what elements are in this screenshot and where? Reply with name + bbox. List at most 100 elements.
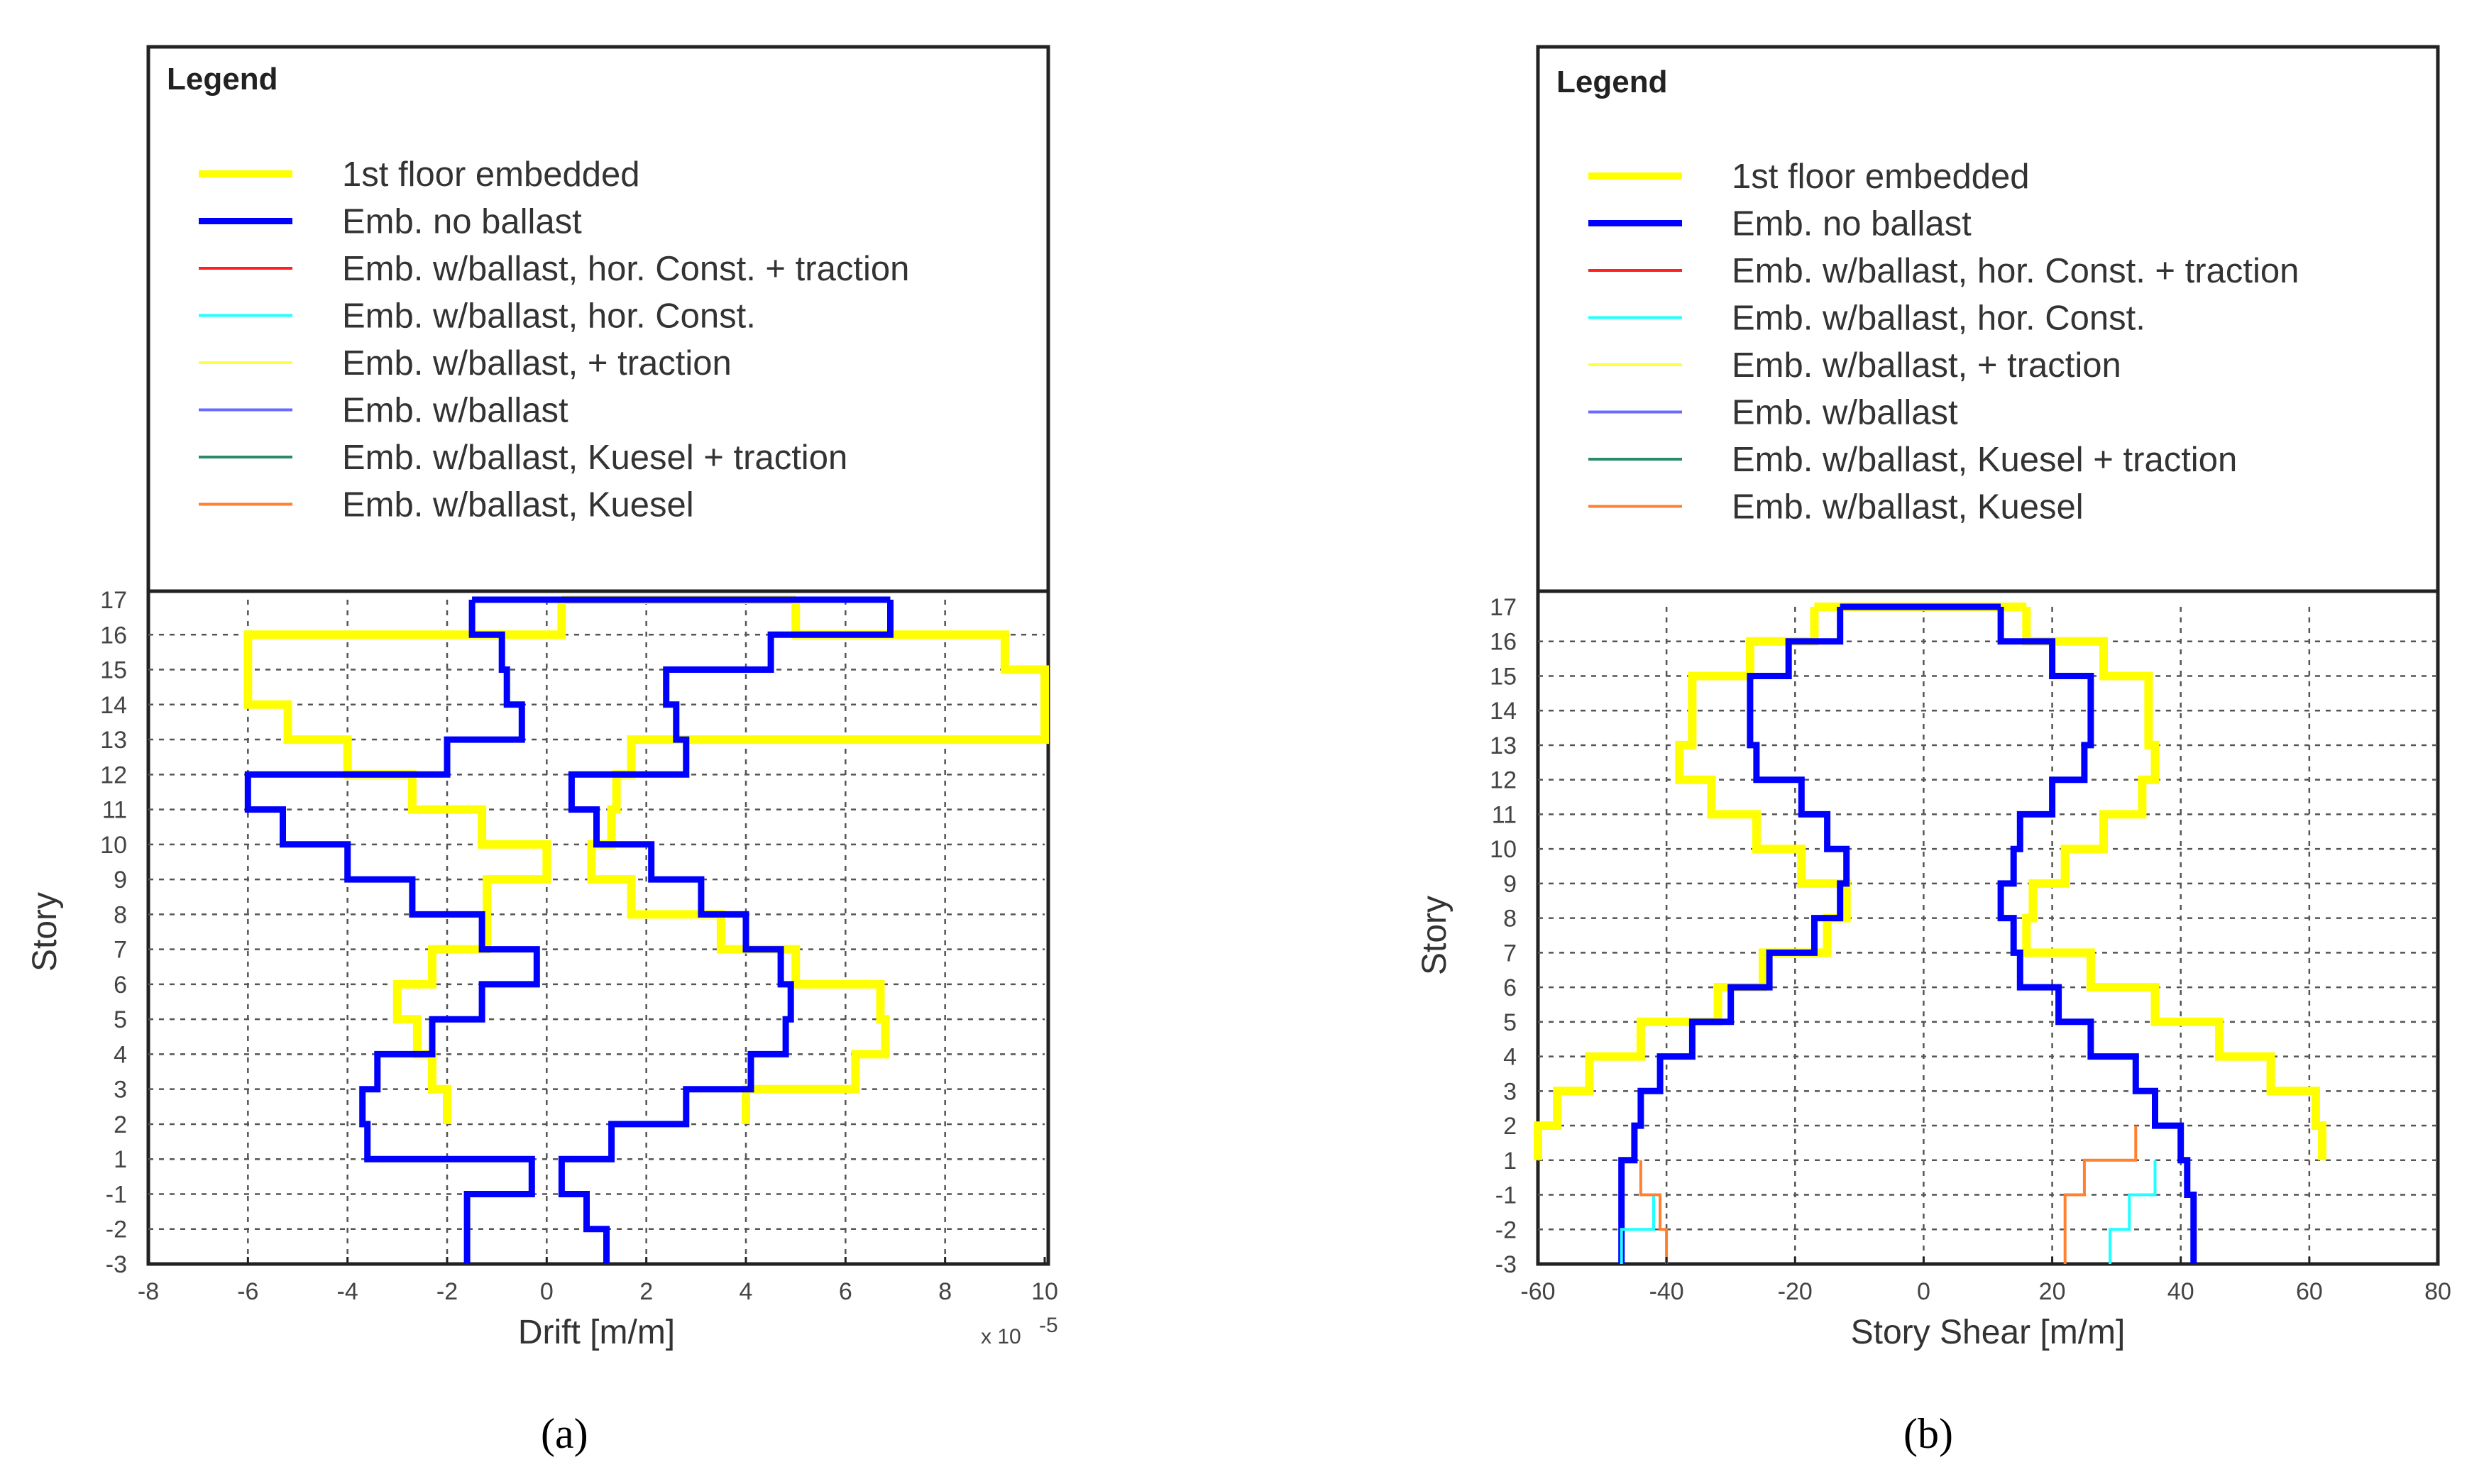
series-emb-max (2063, 1126, 2138, 1264)
plot-b: -60 -40 -20 0 20 40 60 80-3-2-11234567891011121… (1416, 594, 2451, 1351)
y-tick-label: 4 (114, 1041, 127, 1068)
legend-label: Emb. no ballast (1732, 205, 1972, 243)
series-emb-min (1639, 1160, 1669, 1264)
x-tick-label: 20 (2039, 1278, 2066, 1305)
legend-label: Emb. w/ballast, Kuesel (1732, 488, 2084, 527)
y-tick-label: -3 (106, 1251, 127, 1278)
legend-title: Legend (167, 62, 277, 97)
legend-label: Emb. w/ballast, + traction (1732, 346, 2121, 385)
y-tick-label: 16 (100, 622, 127, 649)
series-emb-min (1618, 607, 1850, 1264)
y-tick-label: 8 (114, 901, 127, 928)
y-tick-label: 9 (114, 867, 127, 894)
y-tick-label: 10 (100, 832, 127, 859)
series-emb-min (1620, 1194, 1655, 1264)
x-tick-label: 6 (839, 1278, 852, 1305)
y-tick-label: 8 (1503, 906, 1517, 933)
legend-label: Emb. w/ballast (342, 392, 568, 430)
legend-label: 1st floor embedded (1732, 158, 2030, 196)
panel-b: Legend 1st floor embedded Emb. no ballast… (1416, 45, 2451, 1351)
x-exponent-label: x 10 (981, 1325, 1021, 1348)
y-tick-label: -1 (1495, 1182, 1517, 1209)
series-emb-max (1997, 607, 2197, 1264)
x-tick-label: -6 (237, 1278, 258, 1305)
legend-label: Emb. w/ballast, Kuesel + traction (1732, 441, 2237, 479)
legend-label: Emb. w/ballast, hor. Const. (1732, 299, 2145, 338)
x-tick-label: -40 (1649, 1278, 1684, 1305)
y-tick-label: 7 (114, 937, 127, 964)
y-tick-label: 11 (1492, 801, 1517, 828)
legend-label: Emb. w/ballast, hor. Const. (342, 297, 756, 336)
y-tick-label: 12 (100, 762, 127, 788)
series-emb-max (2109, 1160, 2157, 1264)
x-tick-label: -4 (337, 1278, 358, 1305)
y-tick-label: -2 (1495, 1216, 1517, 1243)
legend-label: 1st floor embedded (342, 155, 640, 194)
legend-title: Legend (1556, 65, 1667, 99)
y-tick-label: 3 (114, 1077, 127, 1104)
x-tick-labels: -60 -40 -20 0 20 40 60 80 (1520, 1257, 2451, 1305)
x-tick-label: 2 (639, 1278, 653, 1305)
series-first-floor-embedded-min (243, 600, 566, 1124)
legend-label: Emb. w/ballast, Kuesel (342, 486, 694, 524)
legend-label: Emb. w/ballast (1732, 394, 1958, 432)
y-tick-label: 16 (1490, 629, 1517, 656)
caption-a: (a) (541, 1410, 588, 1457)
panel-a-frame (146, 45, 1050, 1266)
y-axis-label: Story (26, 892, 64, 972)
x-tick-label: 0 (1917, 1278, 1930, 1305)
x-tick-label: 4 (740, 1278, 753, 1305)
legend-b: Legend 1st floor embedded Emb. no ballast… (1556, 65, 2299, 527)
y-tick-label: 7 (1503, 940, 1517, 967)
panel-b-frame (1536, 45, 2440, 1266)
legend-a: Legend 1st floor embedded Emb. no ballast… (167, 62, 909, 524)
y-tick-label: 15 (1490, 663, 1517, 690)
x-tick-label: -2 (436, 1278, 458, 1305)
y-tick-label: 14 (100, 692, 127, 719)
y-tick-label: 1 (114, 1146, 127, 1173)
y-tick-label: 2 (114, 1111, 127, 1138)
x-tick-label: 40 (2167, 1278, 2194, 1305)
y-tick-label: 6 (114, 972, 127, 999)
caption-b: (b) (1903, 1410, 1953, 1457)
x-tick-labels: -8 -6 -4 -2 0 2 4 6 8 10 (138, 1257, 1058, 1305)
y-tick-label: 9 (1503, 871, 1517, 898)
x-tick-label: 60 (2296, 1278, 2323, 1305)
x-tick-label: 0 (540, 1278, 554, 1305)
series-first-floor-embedded-max (2022, 607, 2326, 1160)
legend-label: Emb. w/ballast, + traction (342, 344, 732, 383)
grid (148, 600, 1045, 1264)
y-tick-label: 5 (114, 1006, 127, 1033)
y-tick-label: 13 (1490, 732, 1517, 759)
x-tick-label: 80 (2424, 1278, 2451, 1305)
legend-label: Emb. w/ballast, hor. Const. + traction (342, 250, 909, 288)
y-tick-label: 5 (1503, 1009, 1517, 1036)
x-tick-label: -8 (138, 1278, 159, 1305)
y-tick-label: -2 (106, 1216, 127, 1243)
legend-label: Emb. w/ballast, Kuesel + traction (342, 439, 847, 477)
y-tick-label: 1 (1503, 1148, 1517, 1175)
y-tick-label: 14 (1490, 698, 1517, 725)
y-tick-label: 17 (1490, 594, 1517, 621)
series-first-floor-embedded-max (587, 600, 1049, 1124)
y-tick-label: -1 (106, 1181, 127, 1208)
x-tick-label: 10 (1031, 1278, 1058, 1305)
x-exponent-power: -5 (1039, 1314, 1058, 1337)
x-tick-label: -20 (1778, 1278, 1813, 1305)
x-tick-label: 8 (938, 1278, 952, 1305)
y-tick-label: 3 (1503, 1078, 1517, 1105)
y-tick-label: 12 (1490, 767, 1517, 794)
legend-label: Emb. no ballast (342, 203, 582, 241)
y-tick-label: 2 (1503, 1113, 1517, 1140)
series-emb-min (244, 600, 540, 1264)
y-axis-label: Story (1416, 896, 1453, 975)
x-tick-label: -60 (1520, 1278, 1555, 1305)
series-emb-max (558, 600, 894, 1264)
y-tick-label: 6 (1503, 974, 1517, 1001)
y-tick-label: 17 (100, 587, 127, 614)
grid (1538, 607, 2438, 1264)
y-tick-label: 10 (1490, 836, 1517, 863)
